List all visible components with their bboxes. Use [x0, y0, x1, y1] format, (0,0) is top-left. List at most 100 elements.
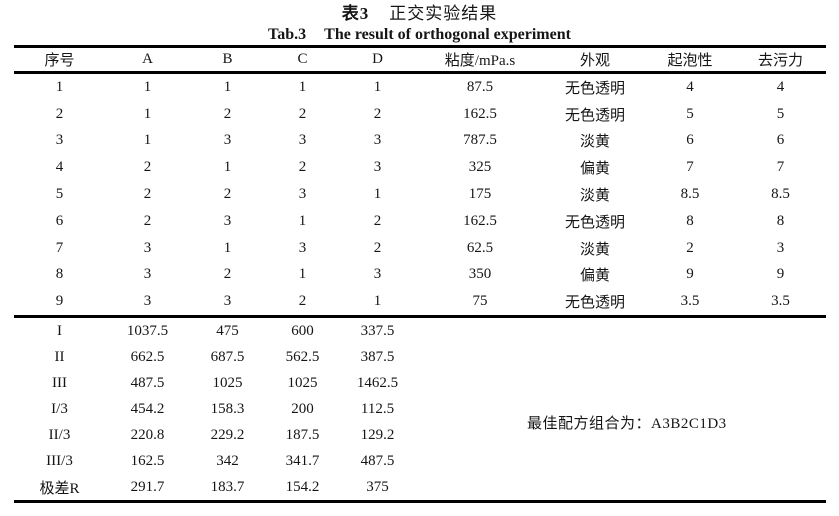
- summary-label: I: [57, 322, 62, 339]
- table-cell: 1: [373, 293, 382, 310]
- table-cell: 2: [298, 159, 307, 176]
- table-row: 6 2 3 1 2 162.5 无色透明 8 8: [14, 208, 826, 235]
- table-title-zh: 表3 正交实验结果: [0, 3, 839, 24]
- table-title: 表3 正交实验结果 Tab.3 The result of orthogonal e…: [0, 0, 839, 45]
- table-cell: 3: [143, 293, 152, 310]
- table-cell: 2: [143, 212, 152, 229]
- summary-label: III: [52, 374, 67, 391]
- table-row: 5 2 2 3 1 175 淡黄 8.5 8.5: [14, 181, 826, 208]
- table-cell: 2: [686, 239, 694, 256]
- table-cell: 3: [223, 132, 232, 149]
- table-cell: 7: [686, 159, 694, 176]
- summary-label: I/3: [51, 400, 68, 417]
- table-cell: 3: [373, 266, 382, 283]
- table-row: 3 1 3 3 3 787.5 淡黄 6 6: [14, 128, 826, 155]
- table-title-en: Tab.3 The result of orthogonal experiment: [0, 24, 839, 45]
- table-cell: 5: [55, 186, 64, 203]
- table-cell: 2: [223, 266, 232, 283]
- table-cell: 6: [55, 212, 64, 229]
- table-row: 9 3 3 2 1 75 无色透明 3.5 3.5: [14, 288, 826, 316]
- table-cell: 7: [55, 239, 64, 256]
- table-cell: 9: [55, 293, 64, 310]
- table-cell: 5: [686, 105, 694, 122]
- table-cell: 75: [472, 293, 488, 310]
- summary-cell: 487.5: [360, 452, 395, 469]
- table-title-en-text: The result of orthogonal experiment: [324, 26, 571, 43]
- table-header: 序号 A B C D 粘度/mPa.s 外观 起泡性 去污力: [14, 47, 826, 73]
- summary-cell: 475: [216, 322, 239, 339]
- table-cell: 1: [373, 186, 382, 203]
- summary-cell: 600: [291, 322, 314, 339]
- table-cell: 3: [373, 132, 382, 149]
- summary-cell: 154.2: [285, 478, 320, 495]
- table-cell: 2: [298, 105, 307, 122]
- summary-cell: 112.5: [360, 400, 395, 417]
- summary-section: I 1037.5 475 600 337.5 最佳配方组合为：A3B2C1D3 …: [14, 317, 826, 502]
- table-cell: 4: [55, 159, 64, 176]
- table-row: 8 3 2 1 3 350 偏黄 9 9: [14, 262, 826, 289]
- table-cell: 162.5: [463, 105, 497, 122]
- summary-cell: 158.3: [210, 400, 245, 417]
- table-cell: 淡黄: [579, 188, 610, 205]
- summary-label: III/3: [46, 452, 73, 469]
- summary-row: III 487.5 1025 1025 1462.5: [14, 370, 826, 396]
- table-cell: 1: [143, 132, 152, 149]
- table-cell: 2: [373, 212, 382, 229]
- table-cell: 9: [776, 266, 785, 283]
- best-formula-note: 最佳配方组合为：A3B2C1D3: [527, 415, 727, 432]
- summary-cell: 342: [216, 452, 239, 469]
- table-cell: 1: [298, 78, 307, 95]
- table-cell: 3: [298, 186, 307, 203]
- table-title-zh-text: 正交实验结果: [389, 4, 498, 23]
- table-cell: 8.5: [680, 186, 700, 203]
- table-cell: 2: [55, 105, 64, 122]
- table-cell: 无色透明: [564, 107, 625, 124]
- summary-cell: 1025: [212, 374, 243, 391]
- table-cell: 2: [223, 105, 232, 122]
- table-body: 1 1 1 1 1 87.5 无色透明 4 4 2 1 2 2 2 162.5 …: [14, 73, 826, 317]
- table-cell: 175: [468, 186, 492, 203]
- column-header-viscosity: 粘度/mPa.s: [444, 53, 516, 69]
- summary-cell: 129.2: [360, 426, 395, 443]
- orthogonal-experiment-table: 序号 A B C D 粘度/mPa.s 外观 起泡性 去污力 1 1 1 1 1…: [14, 45, 826, 504]
- summary-cell: 375: [366, 478, 389, 495]
- column-header-detergency: 去污力: [757, 53, 803, 69]
- table-cell: 2: [143, 159, 152, 176]
- summary-cell: 662.5: [130, 348, 165, 365]
- summary-cell: 562.5: [285, 348, 320, 365]
- table-cell: 3: [223, 212, 232, 229]
- summary-cell: 387.5: [360, 348, 395, 365]
- summary-label: II: [54, 348, 65, 365]
- table-row: 1 1 1 1 1 87.5 无色透明 4 4: [14, 73, 826, 101]
- table-cell: 无色透明: [564, 295, 625, 312]
- table-cell: 1: [298, 266, 307, 283]
- table-cell: 1: [143, 105, 152, 122]
- table-cell: 2: [373, 239, 382, 256]
- column-header-a: A: [142, 51, 153, 67]
- summary-label: II/3: [48, 426, 71, 443]
- summary-cell: 341.7: [285, 452, 320, 469]
- table-cell: 87.5: [466, 78, 494, 95]
- table-row: 4 2 1 2 3 325 偏黄 7 7: [14, 154, 826, 181]
- summary-cell: 220.8: [130, 426, 165, 443]
- summary-cell: 200: [291, 400, 314, 417]
- table-cell: 3: [298, 239, 307, 256]
- table-cell: 3.5: [771, 293, 790, 310]
- summary-row: II 662.5 687.5 562.5 387.5: [14, 344, 826, 370]
- table-cell: 1: [373, 78, 382, 95]
- table-cell: 3: [776, 239, 785, 256]
- summary-row: III/3 162.5 342 341.7 487.5: [14, 448, 826, 474]
- summary-row: II/3 220.8 229.2 187.5 129.2: [14, 422, 826, 448]
- summary-row: I/3 454.2 158.3 200 112.5: [14, 396, 826, 422]
- table-row: 7 3 1 3 2 62.5 淡黄 2 3: [14, 235, 826, 262]
- summary-cell: 337.5: [360, 322, 395, 339]
- summary-cell: 162.5: [130, 452, 165, 469]
- summary-cell: 291.7: [130, 478, 165, 495]
- table-cell: 1: [55, 78, 64, 95]
- table-cell: 2: [143, 186, 152, 203]
- table-cell: 325: [468, 159, 492, 176]
- table-title-zh-label: 表3: [341, 4, 370, 23]
- table-cell: 62.5: [466, 239, 494, 256]
- table-cell: 偏黄: [579, 161, 610, 178]
- table-cell: 8: [776, 212, 785, 229]
